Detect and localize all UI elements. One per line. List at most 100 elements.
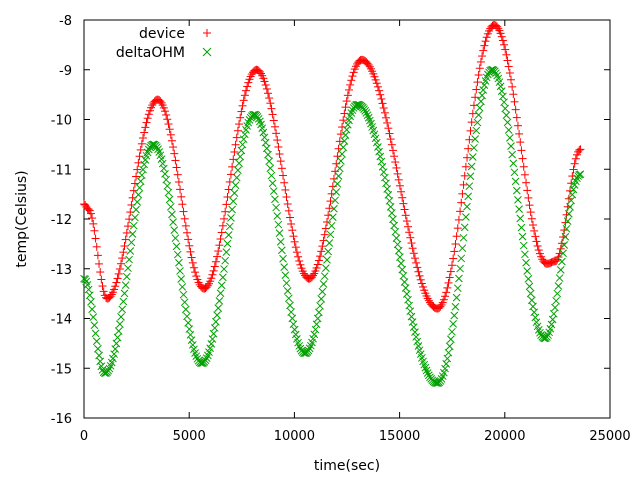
data-point	[523, 267, 532, 275]
data-point	[180, 298, 189, 307]
data-point	[451, 302, 460, 311]
data-point	[261, 80, 270, 89]
data-point	[515, 129, 524, 138]
data-point	[339, 143, 348, 152]
data-point	[275, 229, 284, 237]
data-point	[237, 107, 246, 116]
data-point	[393, 240, 402, 249]
data-point	[322, 264, 330, 272]
data-point	[372, 79, 381, 88]
data-point	[173, 250, 182, 259]
data-point	[93, 251, 102, 260]
x-tick-label: 0	[80, 429, 88, 444]
data-point	[105, 364, 114, 373]
data-point	[517, 146, 526, 155]
data-point	[122, 272, 131, 281]
data-point	[111, 282, 120, 291]
data-point	[374, 143, 382, 151]
data-point	[290, 237, 299, 246]
data-point	[449, 254, 458, 263]
data-point	[474, 111, 483, 119]
data-point	[285, 213, 294, 222]
data-point	[508, 150, 517, 159]
data-point	[229, 197, 238, 206]
data-point	[457, 254, 466, 263]
data-point	[415, 271, 424, 280]
data-point	[518, 232, 527, 241]
data-point	[265, 94, 274, 103]
data-point	[444, 348, 453, 357]
data-point	[328, 213, 337, 222]
data-point	[221, 207, 230, 216]
data-point	[278, 246, 286, 255]
data-point	[496, 82, 505, 91]
data-point	[140, 160, 149, 169]
data-point	[230, 147, 239, 156]
data-point	[280, 263, 289, 271]
data-point	[189, 263, 198, 272]
data-point	[242, 86, 251, 95]
data-point	[407, 312, 416, 321]
data-point	[377, 94, 386, 103]
data-point	[378, 99, 387, 108]
data-point	[402, 217, 411, 226]
data-point	[417, 279, 426, 288]
data-point	[401, 211, 410, 220]
data-point	[325, 239, 334, 247]
data-point	[106, 292, 115, 301]
data-point	[162, 175, 171, 184]
data-point	[412, 333, 420, 341]
data-point	[511, 105, 520, 114]
data-point	[390, 152, 399, 161]
data-point	[233, 126, 242, 135]
data-point	[399, 271, 408, 280]
data-point	[468, 153, 477, 161]
data-point	[221, 256, 230, 265]
data-point	[283, 287, 292, 295]
data-point	[266, 99, 275, 108]
data-point	[144, 110, 153, 119]
data-point	[561, 232, 570, 241]
data-point	[518, 154, 527, 163]
data-point	[262, 84, 271, 93]
data-point	[524, 275, 533, 283]
data-point	[419, 282, 428, 291]
data-point	[220, 265, 228, 273]
data-point	[186, 247, 195, 256]
data-point	[460, 223, 469, 232]
data-point	[271, 195, 279, 204]
data-point	[395, 181, 404, 190]
data-point	[177, 275, 186, 283]
data-point	[421, 363, 430, 372]
data-point	[576, 145, 585, 154]
data-point	[182, 228, 191, 237]
data-point	[279, 171, 288, 180]
data-point	[516, 138, 525, 147]
data-point	[363, 111, 372, 120]
data-point	[397, 187, 406, 196]
data-point	[110, 285, 119, 294]
data-point	[210, 262, 219, 271]
data-point	[500, 98, 508, 107]
data-point	[387, 209, 396, 217]
data-point	[284, 294, 293, 303]
data-point	[575, 146, 584, 155]
data-point	[558, 257, 566, 266]
data-point	[272, 129, 281, 138]
data-point	[459, 180, 468, 189]
data-point	[187, 336, 196, 344]
data-point	[227, 214, 235, 222]
data-point	[268, 179, 277, 188]
data-point	[449, 320, 458, 328]
data-point	[392, 234, 401, 242]
data-point	[544, 331, 552, 339]
data-point	[220, 214, 229, 223]
data-point	[130, 179, 139, 188]
data-point	[437, 374, 446, 383]
data-point	[110, 350, 118, 358]
data-point	[500, 40, 509, 49]
data-point	[125, 255, 133, 264]
data-point	[287, 308, 295, 316]
data-point	[504, 126, 513, 134]
